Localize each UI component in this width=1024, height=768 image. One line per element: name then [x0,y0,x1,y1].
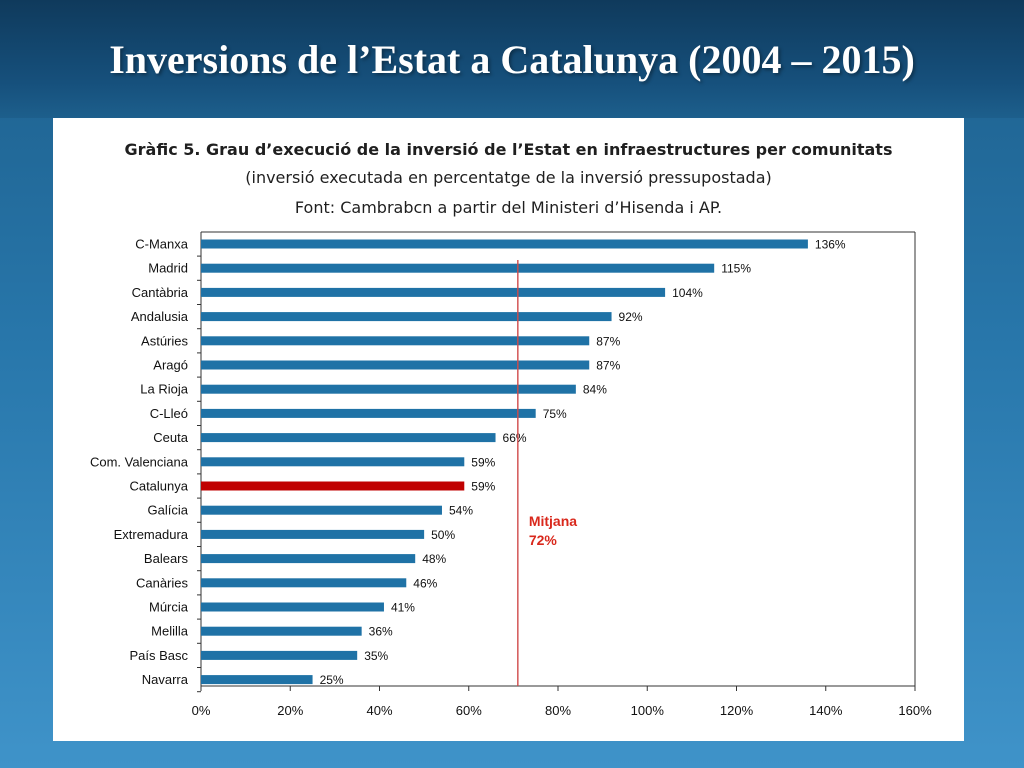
category-label: Cantàbria [132,285,189,300]
bar [201,408,536,418]
x-tick-label: 140% [809,703,843,718]
bar [201,384,576,394]
category-label: Com. Valenciana [90,454,189,469]
data-label: 75% [543,407,567,421]
data-label: 36% [369,625,393,639]
data-label: 92% [619,310,643,324]
category-label: Madrid [148,261,188,276]
x-tick-label: 100% [631,703,665,718]
category-label: Melilla [151,624,189,639]
category-label: Ceuta [153,430,188,445]
bar [201,433,496,443]
category-label: C-Manxa [135,237,189,252]
category-label: Galícia [148,503,189,518]
data-label: 35% [364,649,388,663]
data-label: 59% [471,480,495,494]
bar [201,336,590,346]
category-label: Catalunya [129,479,188,494]
bar-chart: C-Manxa 136% Madrid 115% Cantàbria 104% Andalu… [90,231,932,718]
bar [201,312,612,322]
data-label: 84% [583,383,607,397]
bar [201,554,416,564]
data-label: 104% [672,286,703,300]
data-label: 25% [320,673,344,687]
category-label: Andalusia [131,309,189,324]
bar [201,675,313,685]
chart-subtitle: (inversió executada en percentatge de la… [245,168,772,187]
x-tick-label: 80% [545,703,571,718]
x-tick-label: 160% [898,703,932,718]
bar [201,263,715,273]
data-label: 115% [721,262,751,276]
category-label: C-Lleó [150,406,188,421]
bar [201,360,590,370]
data-label: 59% [471,455,495,469]
category-label: Múrcia [149,600,189,615]
bar [201,505,442,515]
data-label: 87% [596,359,620,373]
category-label: Extremadura [114,527,189,542]
x-tick-label: 0% [192,703,211,718]
slide-title: Inversions de l’Estat a Catalunya (2004 … [109,37,915,82]
data-label: 50% [431,528,455,542]
bar [201,602,384,612]
category-label: La Rioja [140,382,188,397]
bar [201,287,666,297]
data-label: 66% [503,431,527,445]
average-value: 72% [529,532,558,548]
data-label: 54% [449,504,473,518]
average-label: Mitjana [529,513,577,529]
category-label: Navarra [142,672,189,687]
x-tick-label: 60% [456,703,482,718]
x-tick-label: 40% [366,703,392,718]
category-label: Balears [144,551,189,566]
bar [201,481,465,491]
bar [201,626,362,636]
data-label: 41% [391,601,415,615]
x-tick-label: 20% [277,703,303,718]
data-label: 46% [413,576,437,590]
chart-title: Gràfic 5. Grau d’execució de la inversió… [124,140,893,159]
chart-source: Font: Cambrabcn a partir del Ministeri d… [294,198,723,217]
data-label: 87% [596,334,620,348]
bar [201,650,358,660]
chart-panel: Gràfic 5. Grau d’execució de la inversió… [53,118,964,741]
category-label: País Basc [129,648,188,663]
category-label: Canàries [136,575,189,590]
bar [201,239,808,249]
bar [201,529,425,539]
category-label: Astúries [141,333,188,348]
x-tick-label: 120% [720,703,754,718]
bar [201,457,465,467]
header-band [0,0,1024,118]
category-label: Aragó [153,358,188,373]
data-label: 136% [815,238,846,252]
data-label: 48% [422,552,446,566]
bar [201,578,407,588]
